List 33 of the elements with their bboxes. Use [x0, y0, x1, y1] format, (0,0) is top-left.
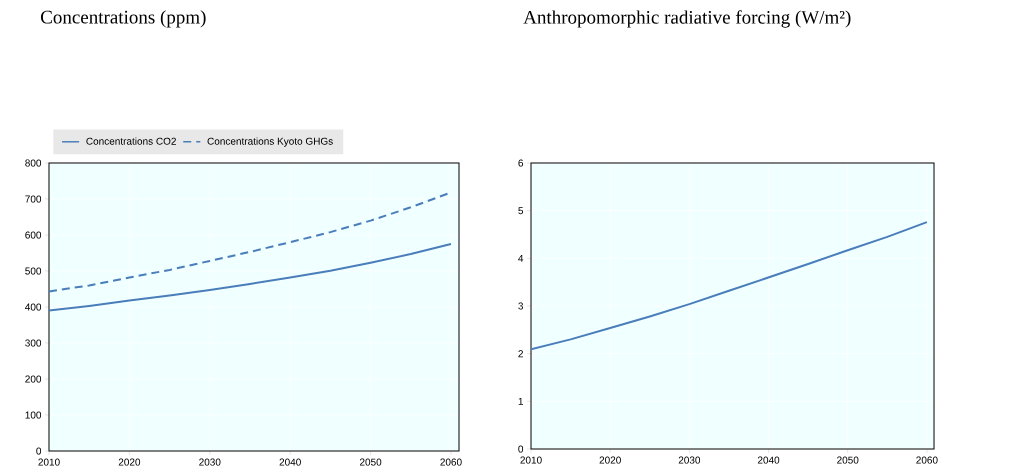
- x-tick-label: 2040: [757, 456, 780, 464]
- y-tick-label: 5: [518, 207, 524, 215]
- y-tick-label: 600: [25, 231, 42, 239]
- x-tick-label: 2010: [520, 456, 542, 464]
- line-series: [49, 243, 452, 312]
- x-tick-label: 2060: [440, 458, 462, 466]
- y-tick-label: 1: [518, 397, 523, 405]
- legend-label: Concentrations CO2: [86, 137, 176, 145]
- y-tick-label: 3: [518, 302, 524, 310]
- x-tick-label: 2040: [279, 458, 301, 466]
- y-tick-label: 200: [25, 375, 42, 383]
- y-tick-label: 0: [36, 447, 42, 455]
- x-tick-label: 2020: [599, 456, 621, 464]
- chart-title: Concentrations (ppm): [40, 10, 206, 28]
- x-tick-label: 2030: [199, 458, 221, 466]
- y-tick-label: 400: [25, 303, 42, 311]
- x-tick-label: 2020: [118, 458, 141, 466]
- y-tick-label: 2: [518, 350, 523, 358]
- y-tick-label: 4: [518, 254, 524, 262]
- y-tick-label: 0: [518, 445, 524, 453]
- legend-label: Concentrations Kyoto GHGs: [207, 137, 333, 147]
- y-tick-label: 100: [25, 411, 42, 419]
- y-tick-label: 800: [25, 159, 42, 167]
- x-tick-label: 2030: [678, 456, 701, 464]
- y-tick-label: 300: [25, 339, 42, 347]
- y-tick-label: 500: [25, 267, 42, 275]
- x-tick-label: 2050: [837, 456, 859, 464]
- y-tick-label: 6: [518, 159, 524, 167]
- chart-title: Anthropomorphic radiative forcing (W/m²): [523, 10, 851, 28]
- x-tick-label: 2050: [359, 458, 382, 466]
- y-tick-label: 700: [25, 195, 42, 203]
- x-tick-label: 2060: [916, 456, 938, 464]
- x-tick-label: 2010: [38, 458, 60, 466]
